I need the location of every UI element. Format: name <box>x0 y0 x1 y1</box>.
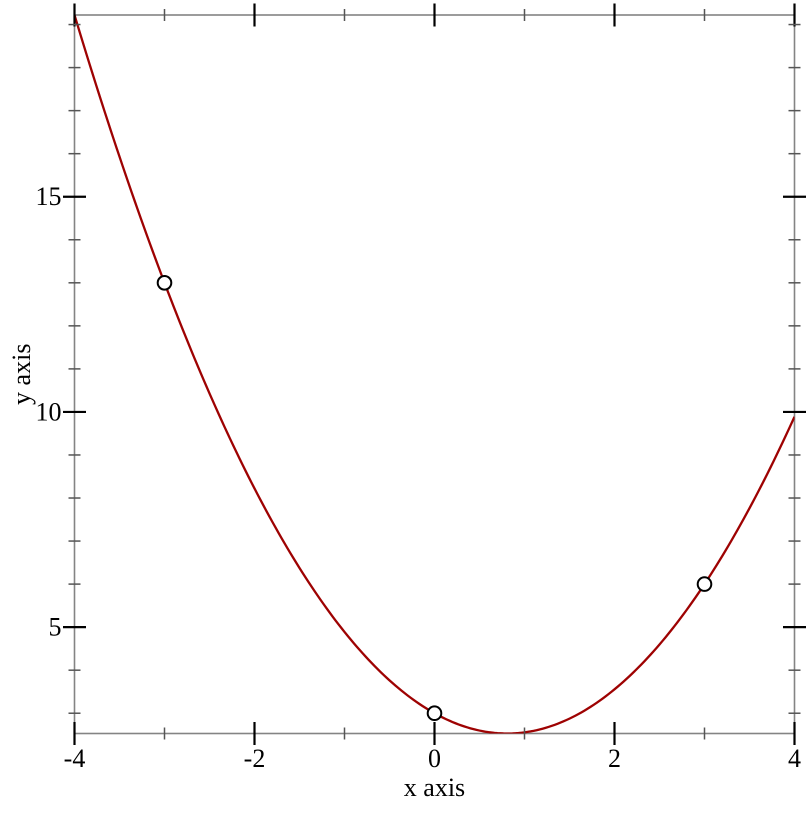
tick-labels: -4 -2 0 2 4 5 10 15 <box>36 182 802 773</box>
tick-marks <box>63 3 806 745</box>
y-tick-label: 10 <box>36 397 62 426</box>
plot-frame <box>73 14 796 735</box>
plot-border <box>73 14 796 735</box>
x-tick-label: -2 <box>244 744 266 773</box>
curve-path <box>74 15 795 734</box>
curve-series <box>74 15 795 734</box>
y-axis-label: y axis <box>7 344 36 405</box>
x-tick-label: 0 <box>428 744 441 773</box>
x-tick-label: 4 <box>788 744 801 773</box>
data-point-marker <box>426 705 443 722</box>
x-tick-label: 2 <box>608 744 621 773</box>
y-tick-label: 5 <box>49 613 62 642</box>
point-markers <box>156 275 713 722</box>
data-point-marker <box>156 275 173 291</box>
x-axis-label: x axis <box>404 773 465 802</box>
y-tick-label: 15 <box>36 182 62 211</box>
x-tick-label: -4 <box>64 744 86 773</box>
data-point-marker <box>696 576 713 592</box>
